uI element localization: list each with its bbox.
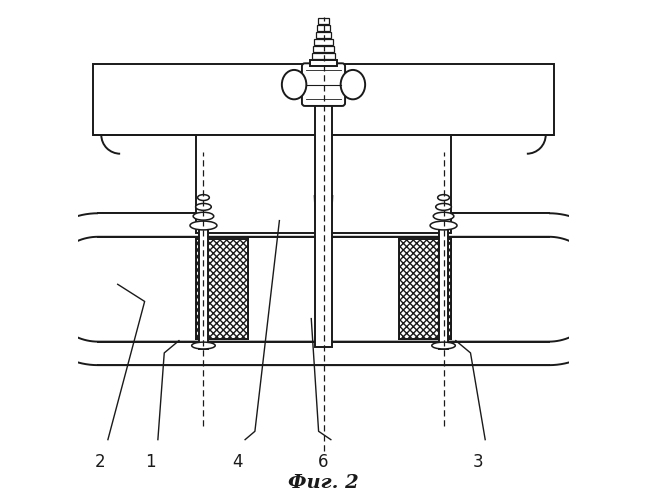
Polygon shape [46, 237, 601, 342]
Polygon shape [317, 25, 330, 31]
Ellipse shape [432, 342, 455, 349]
Polygon shape [439, 223, 448, 349]
Polygon shape [98, 342, 549, 365]
Polygon shape [399, 239, 451, 339]
Polygon shape [312, 53, 335, 59]
Polygon shape [196, 239, 248, 339]
Polygon shape [22, 213, 625, 365]
Ellipse shape [193, 212, 214, 220]
Text: Фиг. 2: Фиг. 2 [288, 474, 359, 492]
Ellipse shape [282, 70, 306, 100]
Polygon shape [316, 32, 331, 38]
Ellipse shape [190, 221, 217, 230]
Text: 4: 4 [232, 452, 243, 470]
Ellipse shape [435, 204, 452, 210]
Ellipse shape [437, 194, 450, 200]
Text: 1: 1 [145, 452, 156, 470]
Text: 2: 2 [95, 452, 106, 470]
Text: 6: 6 [318, 452, 329, 470]
Polygon shape [98, 213, 549, 237]
Ellipse shape [197, 194, 210, 200]
Polygon shape [316, 66, 331, 346]
Polygon shape [310, 60, 337, 66]
Ellipse shape [192, 342, 215, 349]
Ellipse shape [433, 212, 454, 220]
Polygon shape [93, 64, 554, 135]
Polygon shape [318, 18, 329, 25]
Polygon shape [199, 223, 208, 349]
Polygon shape [196, 135, 451, 233]
Ellipse shape [341, 70, 365, 100]
FancyBboxPatch shape [302, 64, 345, 106]
Polygon shape [314, 39, 333, 46]
Polygon shape [313, 46, 334, 52]
Ellipse shape [195, 204, 212, 210]
Ellipse shape [430, 221, 457, 230]
Text: 3: 3 [472, 452, 483, 470]
Polygon shape [314, 196, 333, 331]
